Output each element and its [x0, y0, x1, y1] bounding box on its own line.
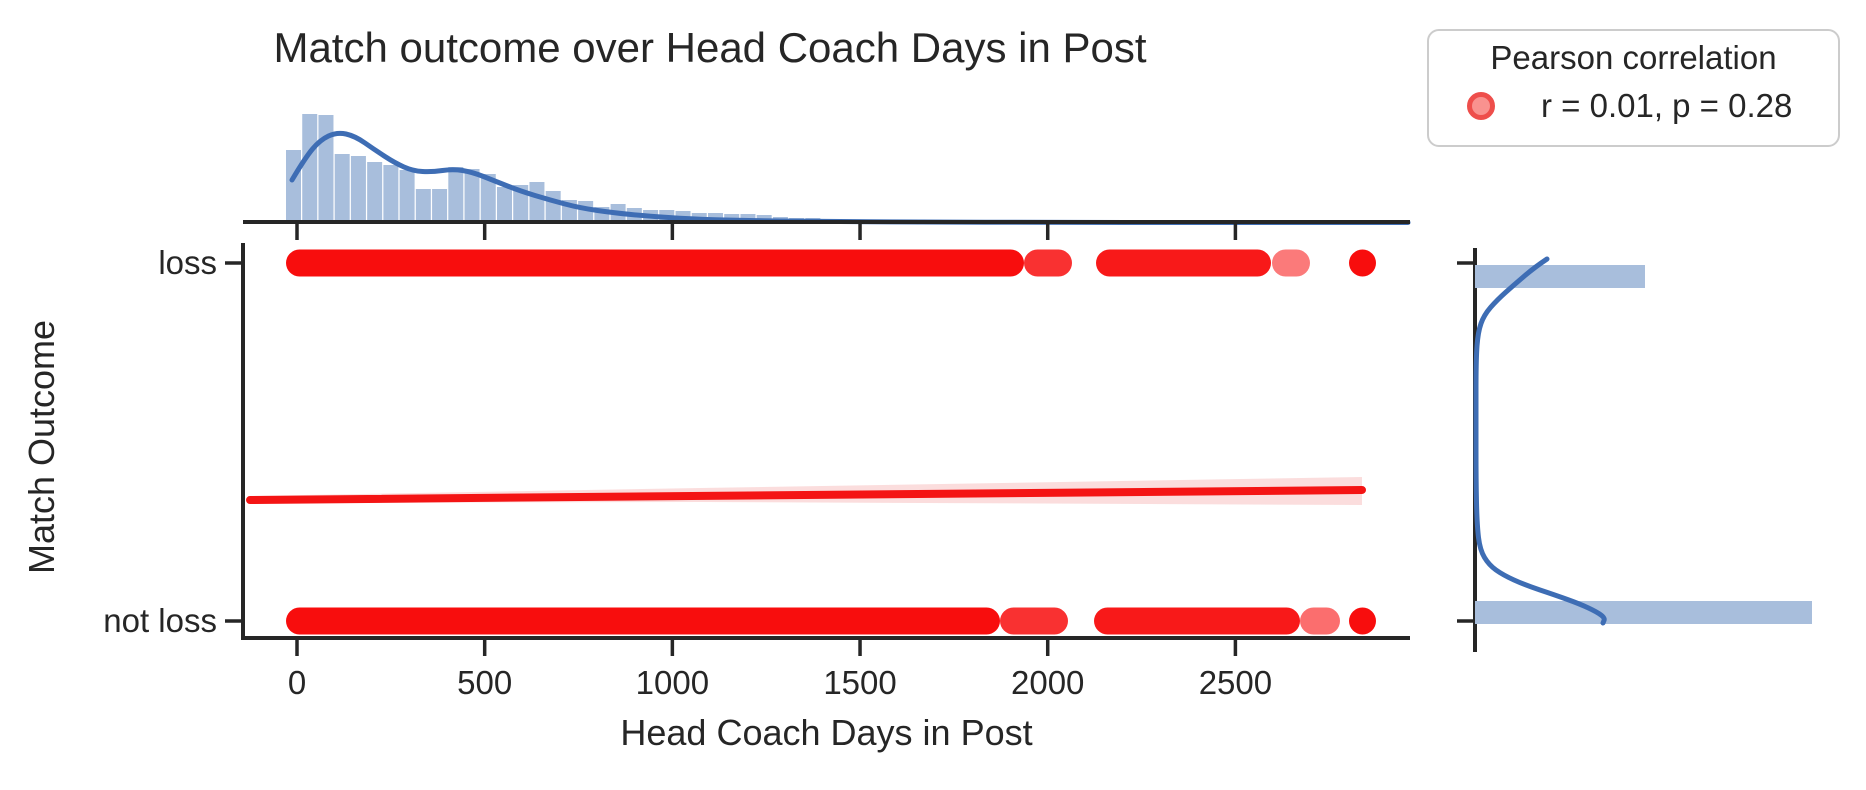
y-tick-label: not loss: [103, 602, 217, 639]
scatter-band-not-loss: [286, 607, 1000, 635]
right-histogram-bar-not_loss: [1475, 601, 1812, 624]
top-histogram-bar: [399, 170, 415, 222]
right-kde-curve: [1473, 256, 1607, 626]
top-histogram-bar: [740, 214, 756, 222]
top-histogram-bar: [529, 182, 545, 222]
scatter-band-loss: [286, 249, 1024, 277]
top-histogram-bar: [545, 191, 561, 222]
scatter-band-not-loss: [1094, 607, 1300, 635]
top-histogram-bar: [350, 156, 366, 222]
x-tick-label: 2000: [1011, 664, 1084, 701]
regression-line: [246, 486, 1366, 504]
x-tick-label: 1500: [823, 664, 896, 701]
top-histogram-bar: [496, 187, 512, 222]
x-tick-label: 1000: [636, 664, 709, 701]
right-histogram-bar-loss: [1475, 265, 1645, 288]
legend-title: Pearson correlation: [1490, 39, 1777, 76]
scatter-band-not-loss: [1349, 607, 1376, 635]
top-histogram-bar: [383, 165, 399, 222]
top-histogram-bar: [432, 189, 448, 222]
scatter-marker-icon: [1467, 92, 1495, 120]
scatter-band-not-loss: [1000, 607, 1068, 635]
x-tick-label: 0: [288, 664, 306, 701]
top-histogram-bar: [286, 150, 301, 222]
top-histogram-bar: [318, 115, 334, 222]
scatter-band-loss: [1096, 249, 1271, 277]
top-histogram-bar: [415, 189, 431, 222]
top-histogram-bar: [464, 169, 480, 222]
scatter-band-loss: [1024, 249, 1072, 277]
x-tick-label: 2500: [1199, 664, 1272, 701]
top-histogram-bar: [367, 162, 383, 222]
legend-entry-label: r = 0.01, p = 0.28: [1541, 87, 1793, 124]
top-histogram-bar: [334, 154, 350, 222]
x-axis-label: Head Coach Days in Post: [620, 712, 1033, 753]
legend: Pearson correlation r = 0.01, p = 0.28: [1427, 29, 1840, 147]
scatter-band-loss: [1349, 249, 1376, 277]
top-histogram-bar: [448, 167, 464, 222]
y-tick-label: loss: [158, 244, 217, 281]
top-histogram-bar: [302, 114, 318, 222]
x-tick-label: 500: [457, 664, 512, 701]
y-axis-label: Match Outcome: [21, 319, 62, 575]
scatter-band-not-loss: [1300, 607, 1340, 635]
chart-title: Match outcome over Head Coach Days in Po…: [273, 24, 1147, 71]
top-histogram-bar: [480, 174, 496, 222]
scatter-band-loss: [1272, 249, 1310, 277]
legend-entry: r = 0.01, p = 0.28: [1429, 87, 1838, 125]
